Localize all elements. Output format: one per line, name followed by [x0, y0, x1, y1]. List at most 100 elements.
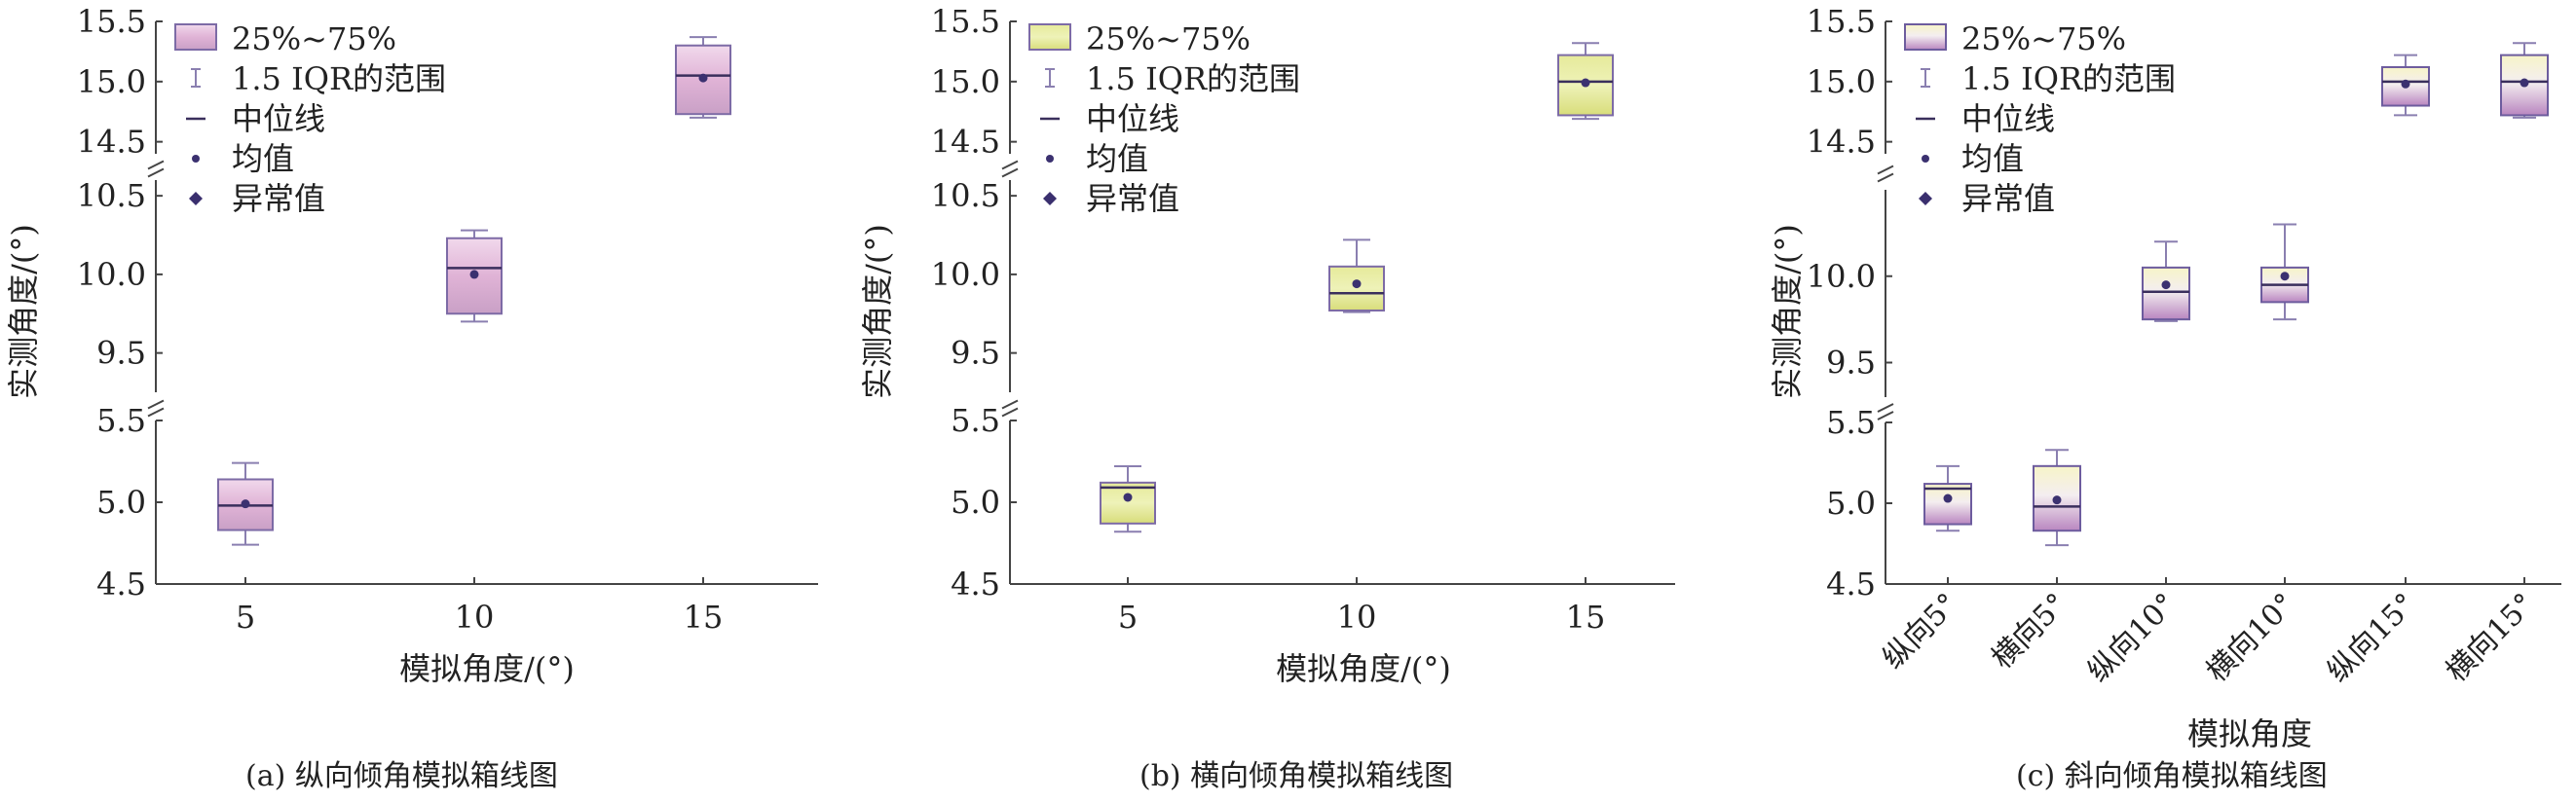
x-tick-label: 横向15°: [2440, 587, 2542, 689]
box-iqr: [1328, 265, 1385, 312]
y-axis-title: 实测角度/(°): [1769, 224, 1806, 399]
mean-point: [2052, 495, 2062, 505]
y-tick-label: 5.5: [951, 402, 1000, 439]
y-tick-label: 4.5: [951, 566, 1000, 603]
y-tick-label: 10.0: [1807, 258, 1876, 295]
legend-swatch-box: [174, 23, 217, 51]
mean-point: [241, 499, 250, 509]
legend-swatch-whisker: [1045, 68, 1055, 88]
x-axis-title: 模拟角度: [2187, 715, 2312, 752]
panel-b-caption: (b) 横向倾角模拟箱线图: [1139, 759, 1454, 793]
y-tick-label: 10.5: [77, 177, 146, 214]
legend-label: 中位线: [1961, 100, 2055, 137]
x-tick-label: 纵向10°: [2081, 587, 2184, 689]
x-tick-label: 横向10°: [2200, 587, 2302, 689]
mean-point: [698, 73, 708, 83]
mean-point: [1352, 279, 1362, 289]
x-tick-label: 5: [236, 599, 255, 636]
y-tick-label: 14.5: [77, 124, 146, 161]
legend-label: 1.5 IQR的范围: [1961, 60, 2176, 97]
legend-label: 1.5 IQR的范围: [232, 60, 446, 97]
legend-swatch-box: [1904, 23, 1947, 51]
legend-swatch-whisker: [1921, 68, 1930, 88]
mean-point: [469, 270, 479, 279]
y-tick-label: 15.5: [931, 3, 1000, 40]
chart-panel-0: 4.5 5.0 5.5 9.5 10.0 10.5 14.5 15.0 15.5 5 10 15 模拟角…: [5, 3, 818, 687]
y-tick-label: 10.0: [77, 256, 146, 293]
axis-break-mark: [147, 399, 165, 418]
axis-break-mark: [1001, 160, 1019, 178]
y-axis-title: 实测角度/(°): [859, 224, 896, 399]
box-iqr: [2142, 266, 2190, 321]
legend-swatch-mean: [1046, 155, 1054, 163]
legend-swatch-whisker: [191, 68, 201, 88]
x-tick-label: 15: [684, 599, 724, 636]
y-tick-label: 5.5: [1826, 404, 1876, 441]
axis-break-mark: [147, 160, 165, 178]
legend-swatch-outlier: [1043, 192, 1057, 205]
legend-label: 1.5 IQR的范围: [1086, 60, 1300, 97]
x-tick-label: 纵向15°: [2321, 587, 2423, 689]
legend-label: 异常值: [232, 180, 325, 217]
box-iqr: [1923, 483, 1972, 526]
axis-break-mark: [1877, 164, 1894, 183]
x-tick-label: 10: [455, 599, 495, 636]
panel-a-caption: (a) 纵向倾角模拟箱线图: [245, 759, 558, 793]
y-tick-label: 4.5: [96, 566, 146, 603]
legend-label: 25%~75%: [232, 20, 396, 57]
box-iqr: [1100, 481, 1156, 525]
legend-swatch-box: [1028, 23, 1071, 51]
x-tick-label: 纵向5°: [1876, 587, 1964, 676]
y-tick-label: 14.5: [1807, 124, 1876, 161]
legend-label: 25%~75%: [1961, 20, 2126, 57]
y-tick-label: 15.5: [1807, 3, 1876, 40]
y-axis-title: 实测角度/(°): [5, 224, 42, 399]
legend-swatch-mean: [1922, 155, 1929, 163]
x-axis-title: 模拟角度/(°): [399, 650, 575, 687]
y-tick-label: 5.0: [1826, 485, 1876, 522]
y-tick-label: 15.0: [1807, 63, 1876, 100]
mean-point: [1943, 493, 1953, 503]
axis-break-mark: [1877, 403, 1894, 420]
mean-point: [2161, 280, 2171, 290]
mean-point: [2520, 78, 2529, 88]
y-tick-label: 9.5: [951, 335, 1000, 372]
mean-point: [2401, 79, 2410, 89]
y-tick-label: 14.5: [931, 124, 1000, 161]
legend-swatch-mean: [192, 155, 200, 163]
y-tick-label: 10.5: [931, 177, 1000, 214]
y-tick-label: 15.0: [931, 63, 1000, 100]
legend-label: 均值: [1961, 140, 2024, 177]
x-tick-label: 10: [1337, 599, 1377, 636]
x-tick-label: 横向5°: [1985, 587, 2073, 676]
legend-label: 中位线: [1086, 100, 1179, 137]
mean-point: [1123, 493, 1133, 502]
y-tick-label: 15.0: [77, 63, 146, 100]
mean-point: [1581, 78, 1590, 88]
x-tick-label: 15: [1566, 599, 1606, 636]
legend-swatch-outlier: [1919, 192, 1932, 205]
legend-label: 均值: [232, 140, 294, 177]
x-axis-title: 模拟角度/(°): [1276, 650, 1451, 687]
y-tick-label: 5.0: [96, 484, 146, 521]
y-tick-label: 9.5: [96, 335, 146, 372]
y-tick-label: 5.0: [951, 484, 1000, 521]
panel-c-caption: (c) 斜向倾角模拟箱线图: [2016, 759, 2328, 793]
y-tick-label: 15.5: [77, 3, 146, 40]
axis-break-mark: [1001, 399, 1019, 418]
legend-label: 均值: [1086, 140, 1148, 177]
y-tick-label: 4.5: [1826, 566, 1876, 603]
legend-label: 异常值: [1961, 180, 2055, 217]
x-tick-label: 5: [1118, 599, 1138, 636]
chart-panel-1: 4.5 5.0 5.5 9.5 10.0 10.5 14.5 15.0 15.5 5 10 15 模拟角…: [859, 3, 1675, 687]
legend-swatch-outlier: [189, 192, 203, 205]
chart-panel-2: 4.5 5.0 5.5 9.5 10.0 14.5 15.0 15.5 纵向5° 横向5° 纵向10…: [1769, 3, 2561, 752]
legend-label: 中位线: [232, 100, 325, 137]
legend-label: 异常值: [1086, 180, 1179, 217]
y-tick-label: 5.5: [96, 402, 146, 439]
y-tick-label: 9.5: [1826, 345, 1876, 382]
